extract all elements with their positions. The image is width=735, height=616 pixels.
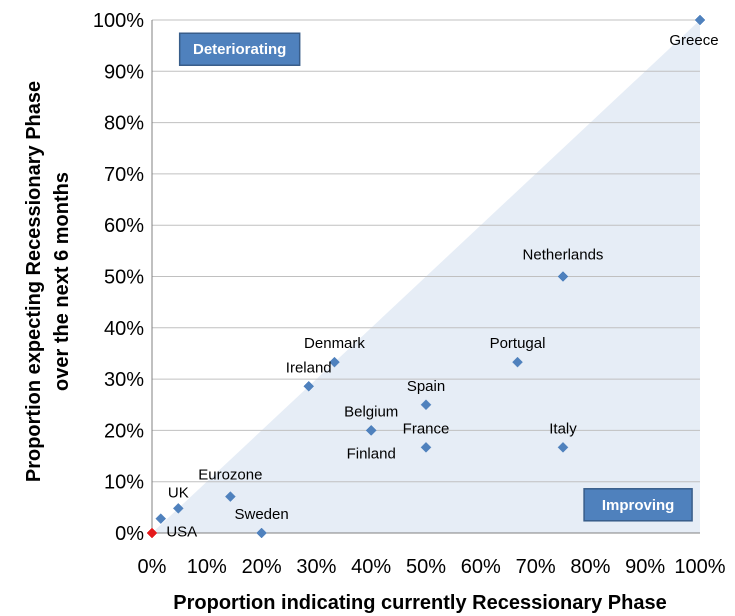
x-tick-label: 70% <box>516 556 556 578</box>
x-axis-title: Proportion indicating currently Recessio… <box>173 592 666 614</box>
improving-label-text: Improving <box>602 497 675 514</box>
point-spain <box>420 399 432 411</box>
x-tick-label: 0% <box>138 556 167 578</box>
point-eurozone <box>225 491 236 502</box>
point-origin <box>146 527 158 539</box>
x-tick-label: 60% <box>461 556 501 578</box>
x-tick-label: 10% <box>187 556 227 578</box>
point-ireland <box>303 380 315 392</box>
point-label-netherlands: Netherlands <box>523 247 604 264</box>
y-tick-label: 100% <box>93 10 144 32</box>
y-tick-label: 20% <box>104 420 144 442</box>
x-tick-label: 30% <box>296 556 336 578</box>
improving-label-box <box>583 488 693 522</box>
point-label-ireland: Ireland <box>286 359 332 376</box>
deteriorating-label-text: Deteriorating <box>193 41 286 58</box>
y-tick-label: 80% <box>104 113 144 135</box>
x-tick-label: 100% <box>674 556 725 578</box>
x-tick-label: 40% <box>351 556 391 578</box>
y-tick-label: 90% <box>104 61 144 83</box>
point-denmark <box>329 356 340 368</box>
point-label-italy: Italy <box>549 420 577 437</box>
point-label-eurozone: Eurozone <box>198 467 262 484</box>
point-label-sweden: Sweden <box>234 506 288 523</box>
improving-label: Improving <box>583 488 693 522</box>
point-label-usa: USA <box>166 524 197 541</box>
y-axis-title: Proportion expecting Recessionary Phase o… <box>23 81 73 482</box>
y-tick-label: 50% <box>104 267 144 289</box>
point-finland <box>365 425 377 436</box>
point-label-denmark: Denmark <box>304 335 365 352</box>
y-tick-label: 10% <box>104 472 144 494</box>
point-usa <box>155 513 167 524</box>
point-france <box>420 441 432 453</box>
point-italy <box>557 441 569 453</box>
x-tick-label: 90% <box>625 556 665 578</box>
point-label-portugal: Portugal <box>490 335 546 352</box>
y-tick-label: 30% <box>104 369 144 391</box>
point-uk <box>172 503 184 514</box>
deteriorating-label: Deteriorating <box>178 32 301 66</box>
point-label-greece: Greece <box>669 32 718 49</box>
point-greece <box>694 14 706 26</box>
point-portugal <box>512 356 523 368</box>
point-label-belgium: Belgium <box>344 403 398 420</box>
y-axis-title-line: Proportion expecting Recessionary Phase <box>23 81 45 482</box>
y-tick-label: 60% <box>104 215 144 237</box>
point-label-france: France <box>403 420 450 437</box>
y-tick-label: 0% <box>115 523 144 545</box>
x-tick-label: 80% <box>570 556 610 578</box>
x-tick-label: 20% <box>242 556 282 578</box>
x-tick-label: 50% <box>406 556 446 578</box>
deteriorating-label-box <box>178 32 301 66</box>
point-label-finland: Finland <box>347 445 396 462</box>
y-tick-label: 40% <box>104 318 144 340</box>
point-sweden <box>256 527 267 539</box>
point-label-spain: Spain <box>407 378 445 395</box>
y-tick-label: 70% <box>104 164 144 186</box>
y-axis-title-line: over the next 6 months <box>51 172 73 391</box>
point-label-uk: UK <box>168 484 189 501</box>
point-netherlands <box>557 271 569 282</box>
